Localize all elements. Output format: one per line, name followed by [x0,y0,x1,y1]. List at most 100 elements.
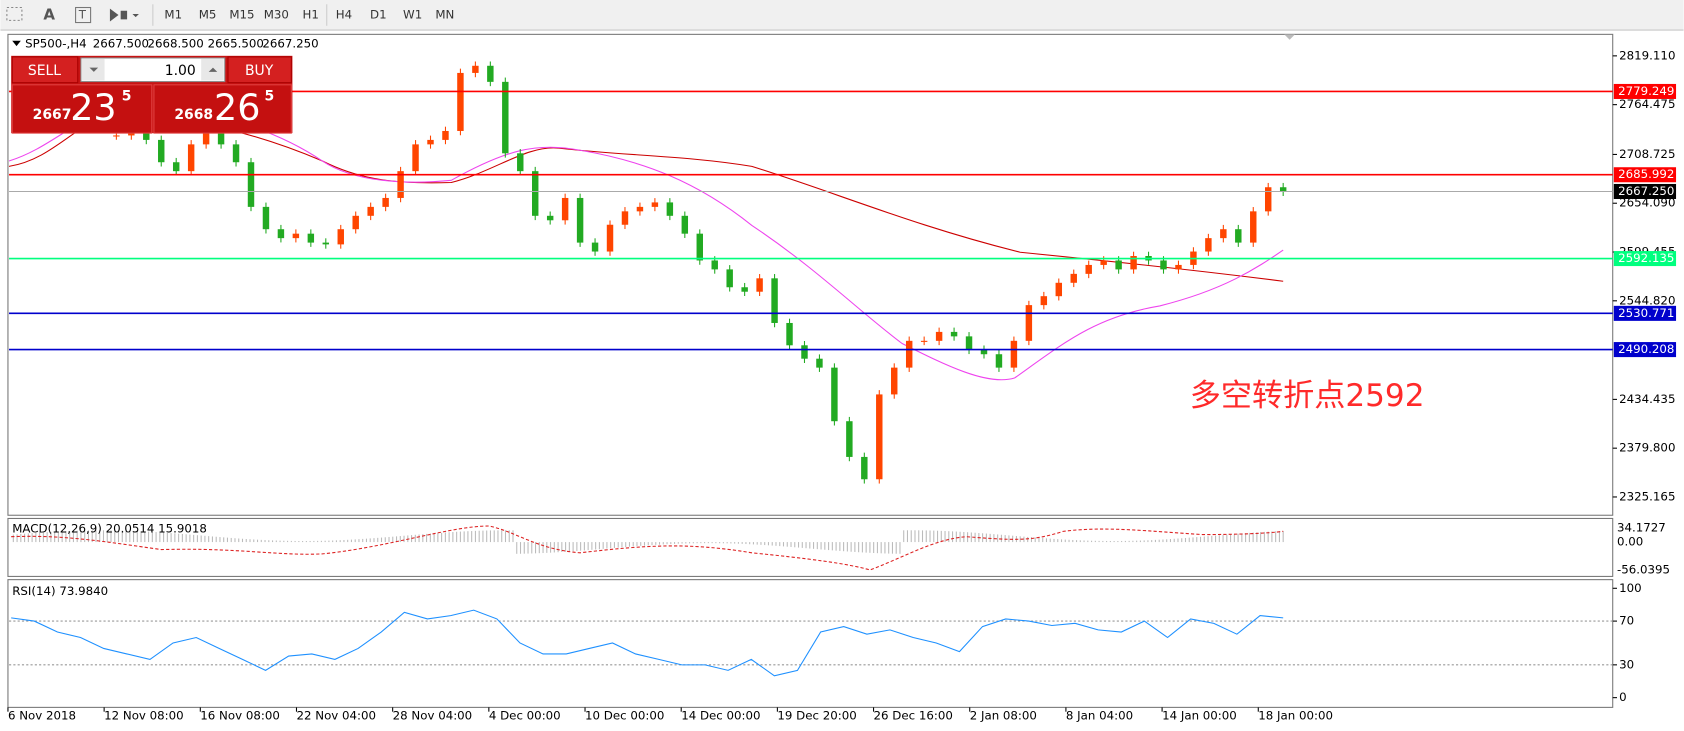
candle-body [546,215,554,221]
candle-body [831,367,838,422]
current-price-tag [1613,183,1677,199]
ask-fraction: 5 [264,89,274,105]
candle-body [681,215,689,234]
candle-body [367,206,374,216]
sell-label[interactable]: SELL [28,63,61,79]
candle-body [232,144,240,163]
candle-body [337,229,344,245]
candle-body [262,206,270,230]
bid-fraction: 5 [122,89,132,105]
x-tick-label: 18 Jan 00:00 [1258,708,1333,722]
timeframe-button[interactable]: M15 [229,8,254,22]
y-tick-label: 2819.110 [1619,48,1675,62]
trade-panel: SELL 1.00 BUY 2667 23 5 2668 26 5 [11,55,293,134]
ask-box[interactable] [153,84,292,134]
candle-body [980,349,988,355]
x-tick-label: 16 Nov 08:00 [200,708,280,722]
bid-box[interactable] [11,84,153,134]
candle-body [113,135,120,137]
y-tick-label: 2379.800 [1619,441,1675,455]
toolbar [0,0,1684,31]
timeframe-button[interactable]: H1 [302,8,318,22]
timeframe-button[interactable]: D1 [370,8,387,22]
candle-body [876,394,883,480]
candle-body [1160,260,1167,270]
candle-body [1250,211,1257,243]
timeframe-button[interactable]: H4 [336,8,352,22]
candle-body [1279,187,1287,192]
ask-pips: 26 [214,86,260,129]
rsi-panel [7,579,1614,708]
candle-body [935,331,943,341]
annotation: 多空转折点2592 [1190,378,1425,414]
candle-body [771,278,778,323]
candle-body [502,81,509,154]
candle-body [158,139,165,163]
lot-value[interactable]: 1.00 [165,63,196,79]
candle-body [187,144,195,172]
x-tick-label: 14 Dec 00:00 [681,708,760,722]
candle-body [517,153,524,172]
timeframe-button[interactable]: M30 [264,8,289,22]
toolbar-icons[interactable]: A T [6,6,139,24]
rsi-label: RSI(14) 73.9840 [12,584,108,598]
candle-body [1115,260,1122,270]
candle-body [846,421,853,457]
candle-body [397,171,404,198]
candle-body [1220,229,1227,239]
candle-body [816,358,823,368]
candle-body [1010,340,1018,368]
candle-body [561,197,569,221]
x-tick-label: 26 Dec 16:00 [874,708,953,722]
x-tick-label: 6 Nov 2018 [8,708,76,722]
timeframe-button[interactable]: W1 [403,8,422,22]
ask-big: 2668 [174,107,213,123]
candle-body [636,206,644,212]
macd-histogram [12,530,1284,554]
rsi-tick-label: 30 [1619,657,1634,671]
candle-body [1070,273,1077,283]
level-tag [1613,167,1677,183]
candle-body [786,322,793,346]
candle-body [950,331,958,337]
candle-body [651,202,659,207]
buy-label[interactable]: BUY [245,63,274,79]
low: 2665.500 [208,37,264,51]
y-tick-label: 2764.475 [1619,97,1675,111]
candle-body [1235,229,1242,243]
timeframe-button[interactable]: M1 [164,8,182,22]
candle-body [532,171,539,216]
buy-button[interactable] [227,56,292,84]
candle-body [756,278,763,292]
level-tag [1613,83,1677,99]
timeframe-button[interactable]: MN [435,8,454,22]
candle-body [1205,238,1212,252]
candle-body [741,287,748,292]
candle-body [382,197,389,207]
collapse-icon[interactable] [12,40,21,47]
candle-body [891,367,898,395]
level-label: 2490.208 [1618,342,1674,356]
level-tag [1613,342,1677,358]
candle-body [1055,282,1063,297]
candle-body [412,144,419,172]
candle-body [217,130,225,145]
timeframe-button[interactable]: M5 [199,8,217,22]
candle-body [576,197,584,243]
candle-body [726,269,733,288]
macd-signal [11,525,1284,571]
level-label: 2779.249 [1618,84,1674,98]
lot-input[interactable] [80,57,226,83]
x-tick-label: 22 Nov 04:00 [296,708,376,722]
symbol: SP500-,H4 [25,37,87,51]
rsi-tick-label: 0 [1619,690,1627,704]
x-tick-label: 10 Dec 00:00 [585,708,664,722]
x-tick-label: 14 Jan 00:00 [1162,708,1237,722]
shift-marker [1284,34,1295,40]
candle-body [1264,187,1272,212]
candle-body [143,130,150,140]
candle-body [666,202,674,216]
sell-button[interactable] [11,56,79,84]
macd-tick: -56.0395 [1617,562,1670,576]
